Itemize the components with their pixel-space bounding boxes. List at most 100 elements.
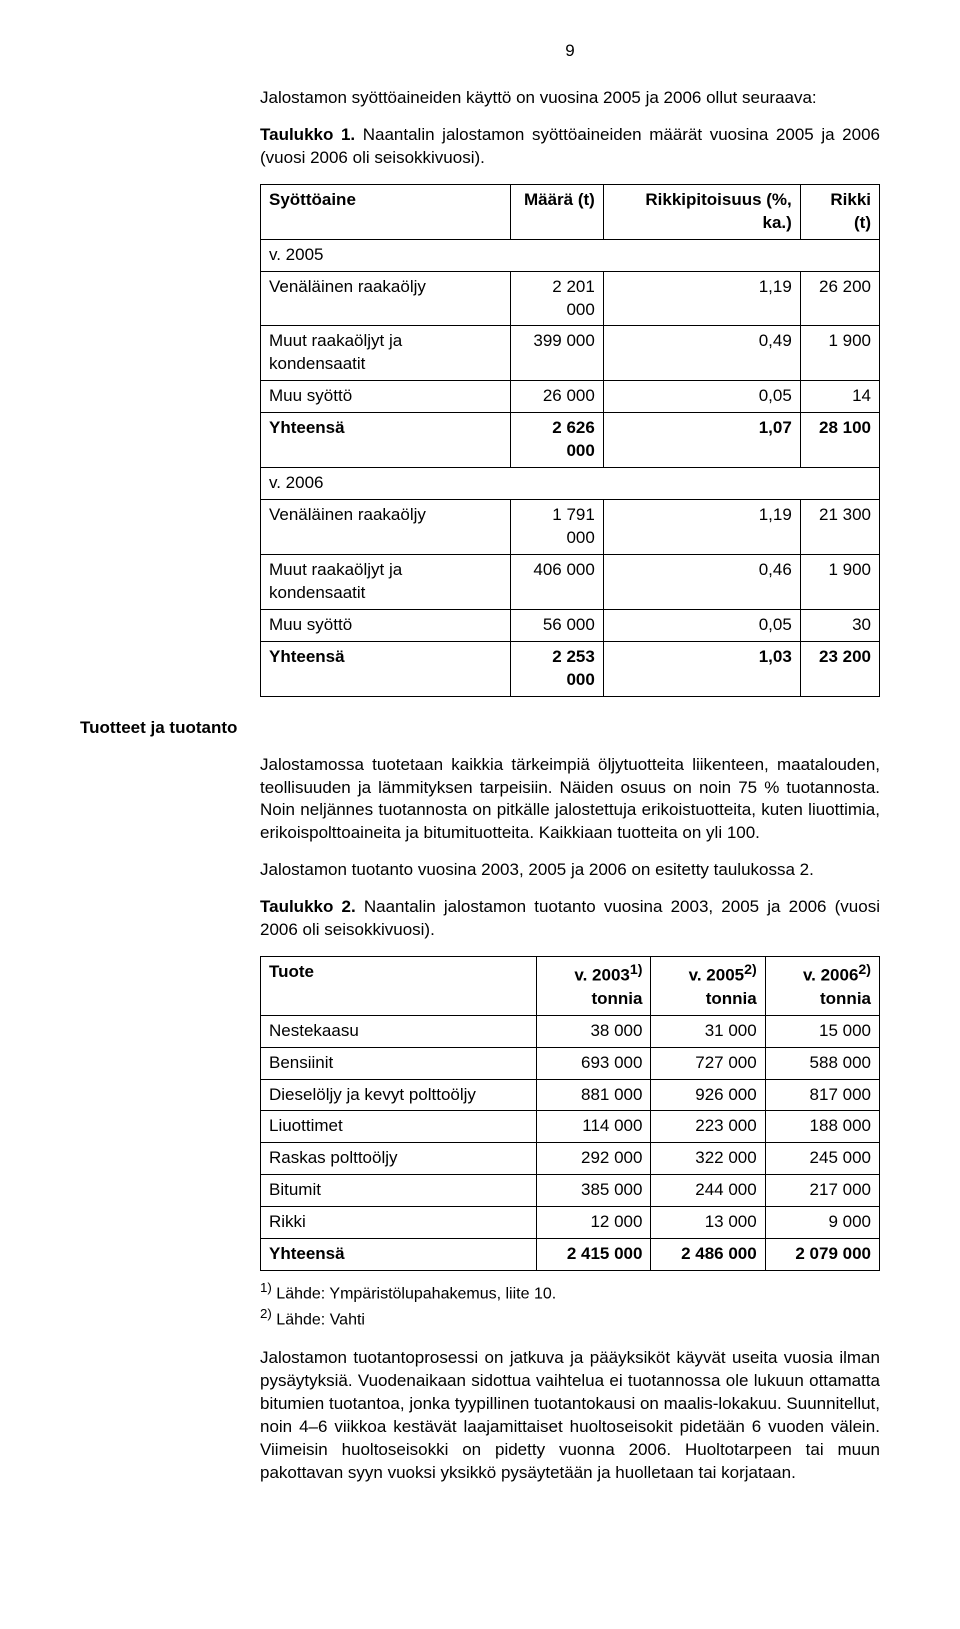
cell-value: 15 000 [765, 1015, 879, 1047]
cell-value: 1,07 [603, 413, 800, 468]
cell-value: 13 000 [651, 1207, 765, 1239]
table2-caption-label: Taulukko 2. [260, 897, 356, 916]
footnote-sup: 2) [260, 1306, 272, 1321]
cell-value: 223 000 [651, 1111, 765, 1143]
table-row: Raskas polttoöljy 292 000 322 000 245 00… [261, 1143, 880, 1175]
header-sup: 2) [744, 962, 757, 978]
cell-value: 14 [800, 381, 879, 413]
cell-value: 2 079 000 [765, 1239, 879, 1271]
header-year: v. 2003 [574, 966, 629, 985]
cell-label: Dieselöljy ja kevyt polttoöljy [261, 1079, 537, 1111]
cell-value: 1 791 000 [511, 500, 603, 555]
body-paragraph: Jalostamon tuotantoprosessi on jatkuva j… [260, 1347, 880, 1485]
cell-value: 217 000 [765, 1175, 879, 1207]
table-row: Muut raakaöljyt ja kondensaatit 406 000 … [261, 554, 880, 609]
year-row: v. 2006 [261, 468, 880, 500]
cell-value: 21 300 [800, 500, 879, 555]
table-row: Venäläinen raakaöljy 1 791 000 1,19 21 3… [261, 500, 880, 555]
table-header: Tuote [261, 957, 537, 1016]
cell-label: Bitumit [261, 1175, 537, 1207]
table-row: Muu syöttö 56 000 0,05 30 [261, 609, 880, 641]
cell-value: 926 000 [651, 1079, 765, 1111]
table-header: v. 20031) tonnia [537, 957, 651, 1016]
cell-value: 12 000 [537, 1207, 651, 1239]
cell-value: 0,05 [603, 381, 800, 413]
header-sup: 2) [858, 962, 871, 978]
table2-footnotes: 1) Lähde: Ympäristölupahakemus, liite 10… [260, 1279, 880, 1331]
cell-value: 588 000 [765, 1047, 879, 1079]
table-row: Tuote v. 20031) tonnia v. 20052) tonnia … [261, 957, 880, 1016]
cell-value: 1 900 [800, 326, 879, 381]
table1-caption-label: Taulukko 1. [260, 125, 355, 144]
footnote-text: Lähde: Vahti [272, 1311, 365, 1328]
cell-value: 2 486 000 [651, 1239, 765, 1271]
section-heading: Tuotteet ja tuotanto [80, 717, 880, 740]
table-row: Bitumit 385 000 244 000 217 000 [261, 1175, 880, 1207]
cell-label: Venäläinen raakaöljy [261, 500, 511, 555]
cell-label: Muu syöttö [261, 381, 511, 413]
cell-value: 9 000 [765, 1207, 879, 1239]
cell-value: 114 000 [537, 1111, 651, 1143]
table-feedstock: Syöttöaine Määrä (t) Rikkipitoisuus (%, … [260, 184, 880, 697]
table-row: Syöttöaine Määrä (t) Rikkipitoisuus (%, … [261, 184, 880, 239]
cell-value: 38 000 [537, 1015, 651, 1047]
body-paragraph: Jalostamossa tuotetaan kaikkia tärkeimpi… [260, 754, 880, 846]
table-row: v. 2006 [261, 468, 880, 500]
header-year: v. 2005 [689, 966, 744, 985]
header-unit: tonnia [706, 989, 757, 1008]
cell-label: Yhteensä [261, 413, 511, 468]
table-header: Määrä (t) [511, 184, 603, 239]
cell-label: Liuottimet [261, 1111, 537, 1143]
cell-value: 817 000 [765, 1079, 879, 1111]
table-row: Rikki 12 000 13 000 9 000 [261, 1207, 880, 1239]
cell-value: 244 000 [651, 1175, 765, 1207]
cell-value: 0,49 [603, 326, 800, 381]
cell-value: 693 000 [537, 1047, 651, 1079]
table-header: Rikki (t) [800, 184, 879, 239]
table-header: v. 20052) tonnia [651, 957, 765, 1016]
cell-value: 30 [800, 609, 879, 641]
document-page: 9 Jalostamon syöttöaineiden käyttö on vu… [0, 0, 960, 1559]
cell-value: 406 000 [511, 554, 603, 609]
table-row: Muu syöttö 26 000 0,05 14 [261, 381, 880, 413]
cell-value: 0,05 [603, 609, 800, 641]
cell-value: 245 000 [765, 1143, 879, 1175]
cell-value: 2 201 000 [511, 271, 603, 326]
table-header: Rikkipitoisuus (%, ka.) [603, 184, 800, 239]
header-unit: tonnia [591, 989, 642, 1008]
header-unit: tonnia [820, 989, 871, 1008]
cell-value: 56 000 [511, 609, 603, 641]
cell-value: 399 000 [511, 326, 603, 381]
cell-value: 292 000 [537, 1143, 651, 1175]
header-year: v. 2006 [803, 966, 858, 985]
table-row: Venäläinen raakaöljy 2 201 000 1,19 26 2… [261, 271, 880, 326]
body-paragraph: Jalostamon tuotanto vuosina 2003, 2005 j… [260, 859, 880, 882]
cell-label: Muu syöttö [261, 609, 511, 641]
table-row: Yhteensä 2 253 000 1,03 23 200 [261, 641, 880, 696]
table1-caption: Taulukko 1. Naantalin jalostamon syöttöa… [260, 124, 880, 170]
table-row: Yhteensä 2 415 000 2 486 000 2 079 000 [261, 1239, 880, 1271]
cell-value: 188 000 [765, 1111, 879, 1143]
cell-value: 1 900 [800, 554, 879, 609]
footnote-sup: 1) [260, 1280, 272, 1295]
cell-value: 2 415 000 [537, 1239, 651, 1271]
table-row: Liuottimet 114 000 223 000 188 000 [261, 1111, 880, 1143]
year-row: v. 2005 [261, 239, 880, 271]
cell-value: 322 000 [651, 1143, 765, 1175]
cell-value: 1,19 [603, 271, 800, 326]
cell-label: Nestekaasu [261, 1015, 537, 1047]
cell-label: Raskas polttoöljy [261, 1143, 537, 1175]
cell-value: 2 253 000 [511, 641, 603, 696]
cell-value: 26 200 [800, 271, 879, 326]
cell-value: 1,03 [603, 641, 800, 696]
table-row: Muut raakaöljyt ja kondensaatit 399 000 … [261, 326, 880, 381]
footnote-text: Lähde: Ympäristölupahakemus, liite 10. [272, 1285, 556, 1302]
cell-value: 2 626 000 [511, 413, 603, 468]
cell-label: Muut raakaöljyt ja kondensaatit [261, 554, 511, 609]
table-row: Bensiinit 693 000 727 000 588 000 [261, 1047, 880, 1079]
table-row: Nestekaasu 38 000 31 000 15 000 [261, 1015, 880, 1047]
cell-value: 26 000 [511, 381, 603, 413]
table2-caption: Taulukko 2. Naantalin jalostamon tuotant… [260, 896, 880, 942]
cell-value: 385 000 [537, 1175, 651, 1207]
cell-value: 23 200 [800, 641, 879, 696]
